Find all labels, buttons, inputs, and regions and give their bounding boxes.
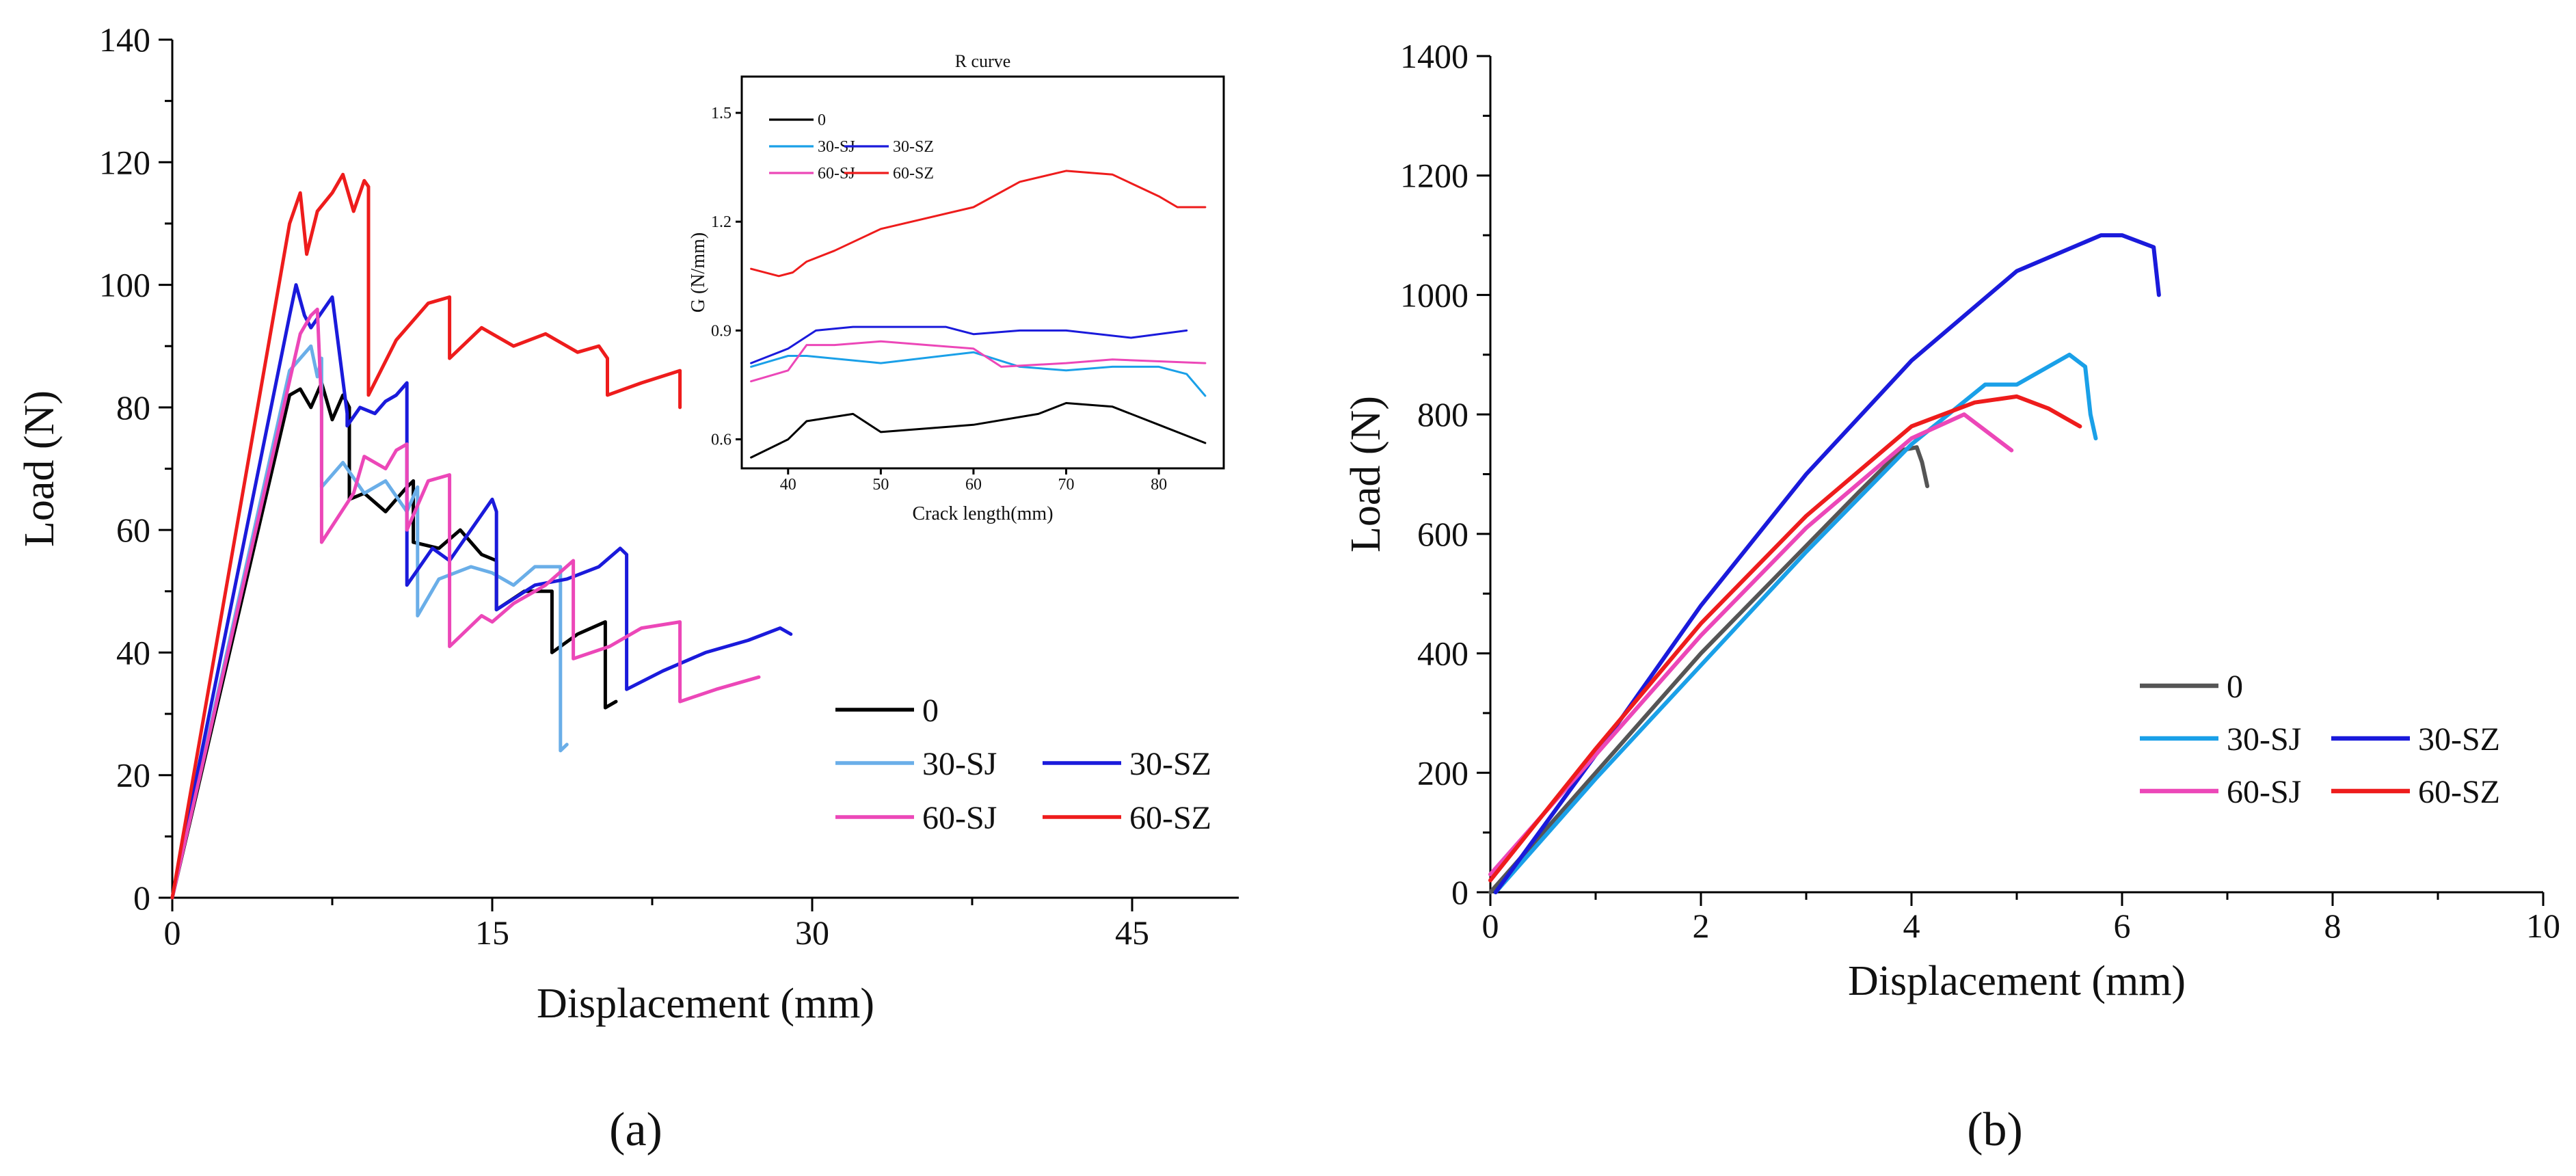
chart-inset-y-tick-label: 0.9 bbox=[711, 322, 732, 340]
chart-b-legend-label-30-sj: 30-SJ bbox=[2227, 721, 2301, 758]
chart-a-x-tick-label: 15 bbox=[475, 913, 509, 952]
chart-inset-x-axis-title: Crack length(mm) bbox=[912, 503, 1053, 524]
chart-b: 0 2 4 6 8 10 0 200 400 600 800 1000 1200 1400 Displace… bbox=[1343, 37, 2560, 1004]
chart-inset-series-0 bbox=[750, 402, 1207, 459]
chart-a-y-tick-label: 20 bbox=[116, 756, 150, 794]
panel-label-b: (b) bbox=[1967, 1104, 2023, 1156]
chart-b-series-30-sz bbox=[1493, 233, 2161, 894]
chart-inset-x-tick-label: 50 bbox=[872, 476, 889, 494]
chart-inset-series-60-sz bbox=[750, 170, 1207, 278]
chart-b-legend: 0 30-SJ 30-SZ 60-SJ 60-SZ bbox=[2140, 669, 2500, 810]
chart-inset-plot-frame bbox=[740, 75, 1225, 470]
chart-a-y-tick-label: 40 bbox=[116, 633, 150, 671]
chart-b-x-tick-label: 6 bbox=[2114, 907, 2131, 945]
chart-b-legend-label-30-sz: 30-SZ bbox=[2418, 721, 2500, 758]
chart-inset-series-60-sj bbox=[750, 340, 1207, 383]
chart-inset-series-30-sj bbox=[750, 351, 1207, 397]
chart-a: 0 15 30 45 0 20 40 60 80 100 120 140 Displacement (m… bbox=[16, 21, 1239, 1027]
chart-b-y-axis-title: Load (N) bbox=[1343, 396, 1389, 552]
chart-b-legend-label-60-sj: 60-SJ bbox=[2227, 774, 2301, 810]
chart-a-legend-label-30-sj: 30-SJ bbox=[922, 746, 997, 782]
chart-b-y-tick-label: 1200 bbox=[1400, 157, 1468, 195]
chart-b-x-tick-label: 2 bbox=[1693, 907, 1710, 945]
chart-a-x-tick-label: 0 bbox=[164, 913, 181, 952]
chart-a-legend-label-60-sz: 60-SZ bbox=[1129, 800, 1211, 836]
chart-b-x-tick-label: 8 bbox=[2324, 907, 2342, 945]
chart-inset-y-tick-label: 0.6 bbox=[711, 431, 732, 449]
chart-b-y-tick-label: 0 bbox=[1451, 873, 1468, 911]
chart-b-y-tick-label: 200 bbox=[1417, 753, 1468, 792]
chart-a-y-tick-label: 100 bbox=[99, 266, 150, 304]
chart-a-series-60-sj bbox=[170, 307, 761, 900]
chart-b-legend-label-60-sz: 60-SZ bbox=[2418, 774, 2500, 810]
chart-b-y-tick-label: 600 bbox=[1417, 515, 1468, 553]
chart-b-y-tick-label: 1000 bbox=[1400, 276, 1468, 314]
chart-inset-y-tick-label: 1.5 bbox=[711, 105, 732, 122]
chart-inset-x-tick-label: 70 bbox=[1058, 476, 1075, 494]
chart-b-series-60-sj bbox=[1488, 412, 2014, 877]
chart-a-series-30-sj bbox=[170, 344, 569, 900]
chart-a-legend-label-60-sj: 60-SJ bbox=[922, 800, 997, 836]
chart-inset-x-tick-label: 60 bbox=[965, 476, 982, 494]
chart-b-series-60-sz bbox=[1488, 394, 2082, 883]
chart-a-series-0 bbox=[170, 381, 618, 900]
panel-label-a: (a) bbox=[609, 1104, 662, 1156]
chart-a-legend: 0 30-SJ 30-SZ 60-SJ 60-SZ bbox=[835, 693, 1211, 836]
chart-a-y-tick-label: 140 bbox=[99, 21, 150, 59]
chart-b-y-tick-label: 400 bbox=[1417, 634, 1468, 673]
chart-r-curve-inset: 40 50 60 70 80 0.6 0.9 1.2 1.5 Crack length(mm) G … bbox=[688, 51, 1225, 524]
chart-inset-x-tick-label: 40 bbox=[780, 476, 796, 494]
chart-inset-legend-label-30-sz: 30-SZ bbox=[893, 138, 934, 156]
chart-a-legend-label-0: 0 bbox=[922, 693, 939, 729]
chart-inset-title: R curve bbox=[955, 51, 1011, 71]
chart-inset-legend-label-60-sz: 60-SZ bbox=[893, 165, 934, 183]
chart-b-x-axis-title: Displacement (mm) bbox=[1848, 958, 2186, 1004]
chart-b-x-tick-label: 0 bbox=[1482, 907, 1499, 945]
chart-b-series-30-sj bbox=[1493, 352, 2098, 894]
chart-a-x-tick-label: 45 bbox=[1115, 913, 1149, 952]
chart-inset-y-tick-label: 1.2 bbox=[711, 213, 732, 231]
chart-a-y-tick-label: 80 bbox=[116, 388, 150, 427]
chart-a-legend-label-30-sz: 30-SZ bbox=[1129, 746, 1211, 782]
chart-a-series-30-sz bbox=[170, 283, 793, 900]
chart-b-x-tick-label: 4 bbox=[1903, 907, 1920, 945]
chart-a-y-tick-label: 0 bbox=[133, 879, 150, 917]
chart-b-y-tick-label: 1400 bbox=[1400, 37, 1468, 75]
chart-inset-legend-label-0: 0 bbox=[818, 111, 826, 129]
chart-a-series-60-sz bbox=[170, 172, 682, 900]
chart-a-x-axis-title: Displacement (mm) bbox=[537, 980, 874, 1027]
chart-b-series-0 bbox=[1488, 445, 1930, 894]
chart-b-x-tick-label: 10 bbox=[2526, 907, 2560, 945]
chart-a-y-axis-title: Load (N) bbox=[16, 390, 63, 547]
chart-inset-y-axis-title: G (N/mm) bbox=[688, 232, 709, 312]
chart-b-y-tick-label: 800 bbox=[1417, 395, 1468, 433]
chart-inset-x-tick-label: 80 bbox=[1151, 476, 1167, 494]
chart-b-legend-label-0: 0 bbox=[2227, 669, 2243, 705]
chart-inset-series-30-sz bbox=[750, 325, 1188, 364]
chart-a-y-tick-label: 120 bbox=[99, 143, 150, 181]
chart-a-y-tick-label: 60 bbox=[116, 511, 150, 549]
chart-a-x-tick-label: 30 bbox=[795, 913, 829, 952]
